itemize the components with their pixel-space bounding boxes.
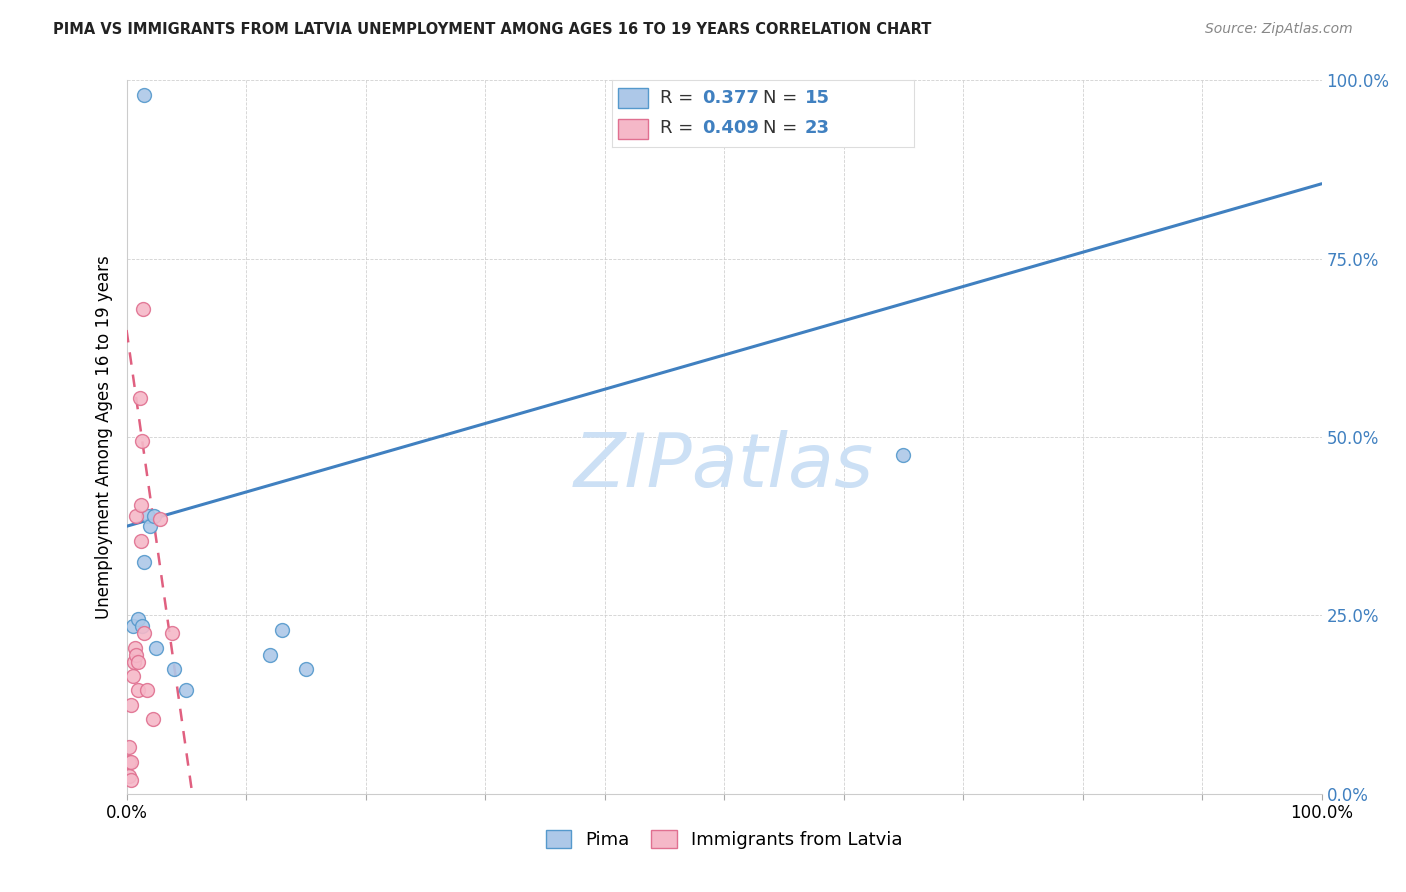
Text: R =: R =: [659, 88, 699, 107]
Point: [129, 533, 152, 548]
Y-axis label: Unemployment Among Ages 16 to 19 years: Unemployment Among Ages 16 to 19 years: [94, 255, 112, 619]
Point: [118, 740, 141, 755]
Text: 15: 15: [806, 88, 830, 107]
Point: [259, 648, 281, 662]
Point: [124, 640, 146, 655]
Legend: Pima, Immigrants from Latvia: Pima, Immigrants from Latvia: [538, 823, 910, 856]
Point: [121, 619, 143, 633]
Point: [136, 508, 159, 523]
Text: N =: N =: [762, 88, 803, 107]
Point: [134, 87, 156, 102]
Point: [134, 555, 156, 569]
Point: [174, 683, 197, 698]
Point: [127, 683, 149, 698]
Point: [127, 612, 149, 626]
Point: [129, 498, 152, 512]
Point: [120, 698, 142, 712]
Text: N =: N =: [762, 120, 803, 137]
Point: [125, 508, 148, 523]
Text: Source: ZipAtlas.com: Source: ZipAtlas.com: [1205, 22, 1353, 37]
Point: [118, 769, 141, 783]
FancyBboxPatch shape: [617, 88, 648, 109]
Text: R =: R =: [659, 120, 699, 137]
Point: [125, 648, 148, 662]
Text: 0.377: 0.377: [703, 88, 759, 107]
Text: ZIPatlas: ZIPatlas: [574, 430, 875, 501]
Text: 0.409: 0.409: [703, 120, 759, 137]
Point: [131, 619, 153, 633]
Point: [120, 755, 142, 769]
Point: [145, 640, 167, 655]
Point: [128, 391, 150, 405]
Point: [118, 755, 141, 769]
Point: [160, 626, 183, 640]
Point: [120, 772, 142, 787]
Point: [294, 662, 316, 676]
Text: 23: 23: [806, 120, 830, 137]
Point: [127, 655, 149, 669]
FancyBboxPatch shape: [617, 120, 648, 139]
Point: [121, 669, 143, 683]
Point: [891, 448, 914, 462]
Point: [132, 301, 155, 316]
Point: [143, 508, 166, 523]
Point: [270, 623, 294, 637]
Point: [131, 434, 153, 448]
Point: [139, 519, 162, 533]
Point: [122, 655, 145, 669]
Point: [163, 662, 186, 676]
Point: [135, 683, 157, 698]
Text: PIMA VS IMMIGRANTS FROM LATVIA UNEMPLOYMENT AMONG AGES 16 TO 19 YEARS CORRELATIO: PIMA VS IMMIGRANTS FROM LATVIA UNEMPLOYM…: [53, 22, 932, 37]
Point: [142, 712, 165, 726]
Point: [134, 626, 156, 640]
Point: [149, 512, 172, 526]
